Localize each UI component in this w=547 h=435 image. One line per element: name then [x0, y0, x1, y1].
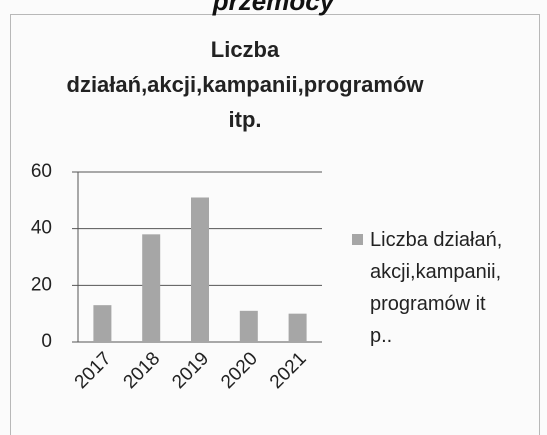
- bar: [142, 234, 161, 342]
- y-tick-label: 20: [31, 274, 52, 295]
- legend: Liczba działań,akcji,kampanii,programów …: [352, 224, 506, 352]
- page-header: przemocy: [212, 0, 335, 16]
- chart-title: Liczba działań,akcji,kampanii,programów …: [66, 37, 424, 132]
- x-tick-label: 2019: [168, 348, 213, 393]
- y-tick-label: 0: [41, 331, 52, 352]
- y-tick-label: 40: [31, 218, 52, 239]
- legend-swatch: [352, 234, 363, 245]
- y-tick-label: 60: [31, 161, 52, 182]
- x-tick-label: 2018: [120, 348, 165, 393]
- chart-frame: [10, 14, 540, 435]
- bar: [191, 197, 209, 342]
- bar: [239, 310, 258, 342]
- x-tick-label: 2020: [217, 348, 262, 393]
- bar: [288, 313, 307, 342]
- x-tick-label: 2017: [71, 348, 116, 393]
- legend-label: Liczba działań,akcji,kampanii,programów …: [370, 229, 503, 347]
- bar: [93, 305, 112, 342]
- x-tick-label: 2021: [266, 348, 311, 393]
